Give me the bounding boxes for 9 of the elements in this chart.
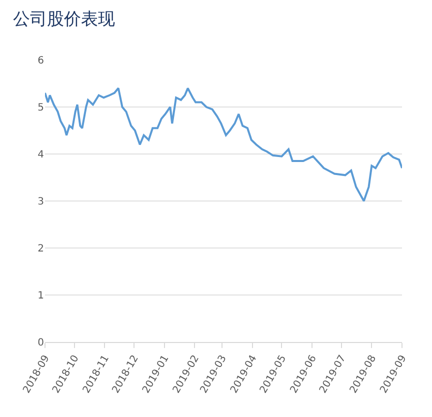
y-tick-label: 3 — [38, 196, 44, 208]
y-tick-label: 2 — [38, 244, 44, 254]
y-tick-label: 4 — [38, 150, 44, 160]
line-series — [45, 87, 402, 202]
chart-title: 公司股价表现 — [12, 9, 115, 30]
y-tick-label: 6 — [38, 56, 44, 66]
y-tick-label: 0 — [38, 338, 44, 348]
y-tick-label: 5 — [38, 102, 44, 114]
y-tick-label: 1 — [38, 290, 44, 302]
